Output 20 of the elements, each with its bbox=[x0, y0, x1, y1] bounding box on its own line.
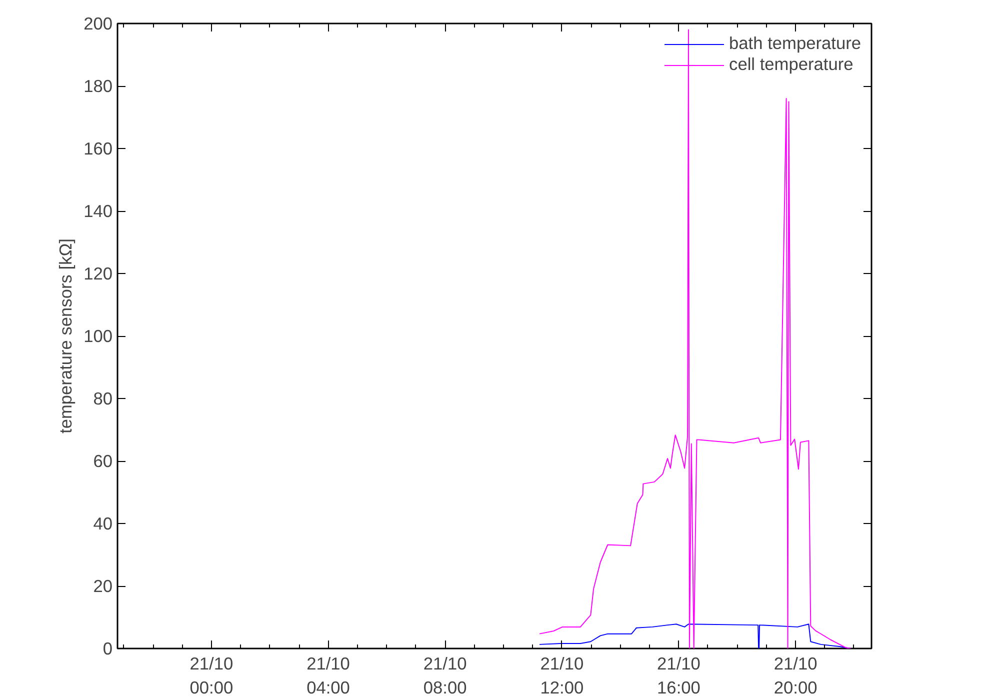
x-tick-label: 21/10 04:00 bbox=[306, 654, 350, 698]
y-tick-label: 20 bbox=[93, 576, 113, 596]
y-tick-label: 80 bbox=[93, 388, 113, 408]
y-tick-label: 140 bbox=[84, 201, 113, 221]
x-tick-label: 21/10 16:00 bbox=[657, 654, 700, 698]
y-axis-title: temperature sensors [kΩ] bbox=[56, 238, 76, 434]
y-tick-label: 160 bbox=[84, 138, 113, 158]
y-tick-label: 200 bbox=[84, 14, 113, 34]
x-tick-label: 21/10 00:00 bbox=[190, 654, 234, 698]
x-tick-label: 21/10 12:00 bbox=[540, 654, 584, 698]
y-tick-label: 60 bbox=[93, 451, 113, 471]
legend-label: cell temperature bbox=[729, 54, 854, 75]
x-tick-label: 21/10 20:00 bbox=[774, 654, 818, 698]
y-tick-label: 120 bbox=[84, 264, 113, 284]
y-tick-label: 100 bbox=[84, 326, 113, 346]
y-tick-label: 40 bbox=[93, 514, 113, 534]
legend-label: bath temperature bbox=[729, 33, 861, 54]
y-tick-label: 0 bbox=[102, 638, 113, 658]
x-tick-label: 21/10 08:00 bbox=[423, 654, 467, 698]
y-tick-label: 180 bbox=[84, 76, 113, 96]
